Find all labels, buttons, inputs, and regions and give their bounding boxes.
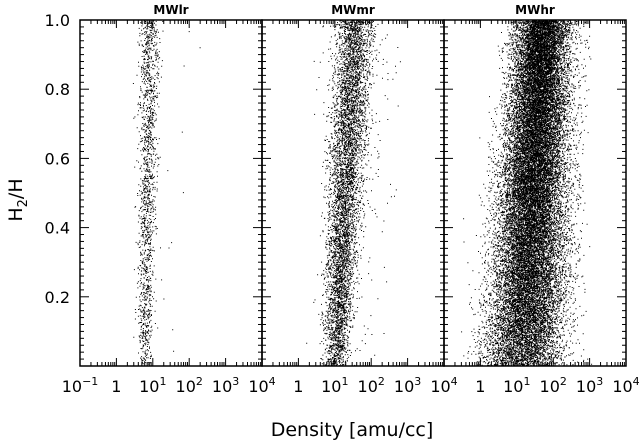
panel-mwmr: MWmr 1 101 102 103 104 <box>261 3 458 396</box>
y-axis-label-tail: /H <box>5 178 27 199</box>
x-axis-label: Density [amu/cc] <box>271 419 434 441</box>
x-ticks <box>443 20 625 366</box>
x-tick-label: 103 <box>394 375 421 396</box>
y-ticks <box>262 26 444 360</box>
x-tick-label: 1 <box>293 377 303 396</box>
x-tick-label: 102 <box>176 375 203 396</box>
x-tick-label: 103 <box>212 375 239 396</box>
plot-frame <box>79 19 263 367</box>
y-axis-label: H2/H <box>5 178 31 221</box>
x-tick-label: 102 <box>358 375 385 396</box>
y-tick-label: 0.6 <box>45 149 70 168</box>
x-tick-label: 104 <box>248 375 275 396</box>
y-tick-label: 1.0 <box>45 11 70 30</box>
scatter-points-mwlr <box>132 20 201 366</box>
x-ticks <box>79 20 261 366</box>
axis-labels: Density [amu/cc] H2/H <box>5 178 433 441</box>
y-ticks <box>444 26 626 360</box>
x-tick-label: 101 <box>321 375 348 396</box>
x-tick-label: 1 <box>111 377 121 396</box>
panels: MWlr 10−1 1 101 102 103 104 0.2 0.4 0.6 0.8 1.0 MWmr… <box>45 3 640 396</box>
x-tick-label: 10−1 <box>62 375 99 396</box>
y-tick-label: 0.8 <box>45 80 70 99</box>
panel-mwlr: MWlr 10−1 1 101 102 103 104 0.2 0.4 0.6 0.8 1.0 <box>45 3 276 396</box>
y-axis-label-main: H <box>5 207 27 221</box>
panel-title: MWhr <box>515 3 555 17</box>
x-tick-label: 101 <box>139 375 166 396</box>
y-tick-label: 0.2 <box>45 288 70 307</box>
panel-title: MWmr <box>331 3 375 17</box>
scatter-points-mwhr <box>461 20 593 366</box>
x-tick-label: 1 <box>475 377 485 396</box>
x-tick-label: 103 <box>576 375 603 396</box>
panel-title: MWlr <box>153 3 188 17</box>
scatter-points-mwmr <box>306 20 401 366</box>
x-tick-label: 101 <box>503 375 530 396</box>
panel-mwhr: MWhr 1 101 102 103 104 <box>443 3 640 396</box>
x-tick-label: 104 <box>612 375 639 396</box>
x-tick-label: 104 <box>430 375 457 396</box>
y-ticks <box>80 26 262 360</box>
y-tick-label: 0.4 <box>45 219 70 238</box>
y-axis-label-subscript: 2 <box>16 199 31 207</box>
x-tick-label: 102 <box>540 375 567 396</box>
x-ticks <box>261 20 443 366</box>
